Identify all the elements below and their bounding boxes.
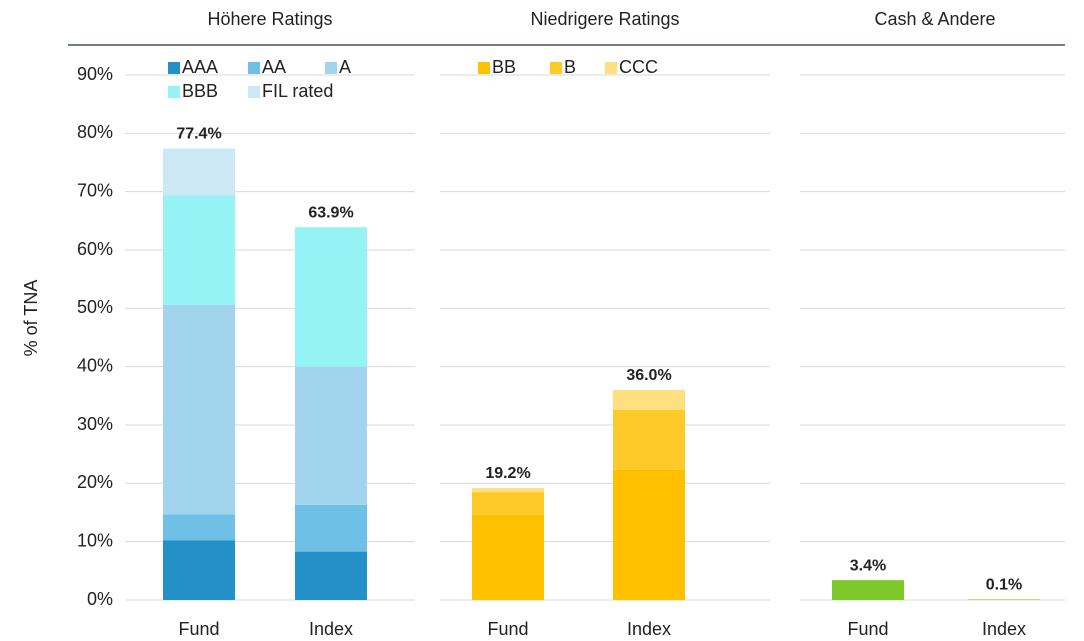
y-tick-label: 10% [77,530,113,550]
bar-segment [968,599,1040,600]
bar-segment [163,540,235,600]
panel-title: Höhere Ratings [207,9,332,29]
bar-segment [295,227,367,367]
y-tick-label: 40% [77,355,113,375]
legend-label: CCC [619,57,658,77]
y-tick-label: 30% [77,414,113,434]
legend-label: AA [262,57,286,77]
legend-swatch [248,86,260,98]
legend-label: AAA [182,57,218,77]
bar-segment [163,514,235,541]
bar-segment [472,492,544,515]
legend-swatch [550,62,562,74]
y-tick-label: 60% [77,239,113,259]
legend-label: A [339,57,351,77]
y-tick-label: 70% [77,180,113,200]
total-label: 3.4% [850,557,886,574]
bar-segment [613,469,685,600]
x-tick-label: Index [982,619,1026,639]
total-label: 77.4% [176,126,221,143]
y-tick-label: 20% [77,472,113,492]
legend-swatch [605,62,617,74]
y-axis-label: % of TNA [21,280,41,357]
x-tick-label: Fund [847,619,888,639]
panel-title: Niedrigere Ratings [530,9,679,29]
bar-segment [832,580,904,600]
y-tick-label: 90% [77,64,113,84]
total-label: 0.1% [986,577,1022,594]
y-tick-label: 0% [87,589,113,609]
legend-swatch [325,62,337,74]
total-label: 63.9% [308,204,353,221]
legend-label: FIL rated [262,81,333,101]
y-tick-label: 80% [77,122,113,142]
legend-label: B [564,57,576,77]
x-tick-label: Fund [487,619,528,639]
legend-swatch [168,62,180,74]
bar-segment [163,148,235,196]
x-tick-label: Index [627,619,671,639]
x-tick-label: Fund [178,619,219,639]
legend-label: BBB [182,81,218,101]
bar-segment [295,366,367,505]
panel-title: Cash & Andere [874,9,995,29]
bar-segment [295,504,367,552]
bar-segment [163,304,235,515]
bar-segment [295,551,367,600]
legend-swatch [248,62,260,74]
bar-segment [472,488,544,493]
y-tick-label: 50% [77,297,113,317]
bar-segment [613,390,685,410]
bar-segment [472,514,544,600]
bar-segment [163,195,235,305]
legend-swatch [168,86,180,98]
total-label: 36.0% [626,367,671,384]
total-label: 19.2% [485,465,530,482]
bar-segment [613,409,685,470]
legend-label: BB [492,57,516,77]
x-tick-label: Index [309,619,353,639]
legend-swatch [478,62,490,74]
